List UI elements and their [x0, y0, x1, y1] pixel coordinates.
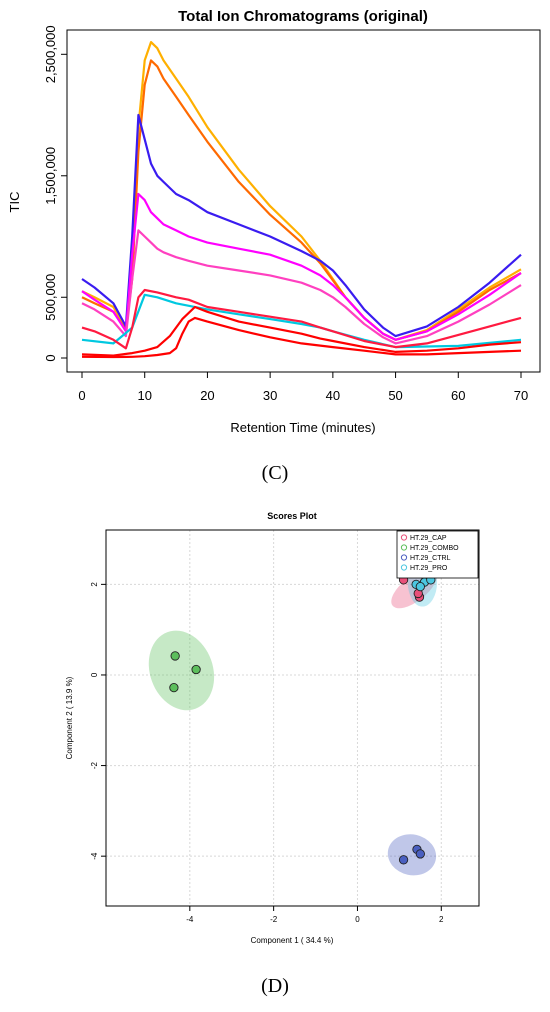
- tic-x-tick-label: 20: [200, 388, 214, 403]
- scores-grid: [106, 530, 479, 906]
- tic-x-tick-label: 40: [326, 388, 340, 403]
- scores-point: [415, 849, 425, 859]
- scores-x-tick-label: 2: [439, 915, 444, 924]
- tic-y-axis-label: TIC: [7, 192, 22, 213]
- tic-x-tick-label: 50: [388, 388, 402, 403]
- scores-x-axis-label: Component 1 ( 34.4 %): [251, 936, 334, 945]
- scores-point: [169, 682, 179, 693]
- scores-point: [170, 651, 180, 661]
- scores-legend-box: [396, 530, 479, 579]
- scores-legend-marker: [400, 544, 408, 551]
- tic-x-tick-label: 10: [137, 388, 151, 403]
- scores-legend-label: HT.29_CTRL: [410, 555, 451, 562]
- scores-ellipses: [148, 557, 438, 876]
- tic-x-tick-label: 60: [451, 388, 465, 403]
- scores-y-axis: -4 -2 0 2: [90, 582, 106, 860]
- scores-x-tick-label: -4: [186, 915, 194, 924]
- tic-x-axis-label: Retention Time (minutes): [230, 420, 375, 435]
- tic-series-line: [81, 305, 522, 357]
- scores-point: [415, 581, 425, 592]
- scores-x-tick-label: 0: [355, 915, 360, 924]
- tic-y-tick-label: 0: [43, 354, 58, 361]
- scores-y-axis-label: Component 2 ( 13.9 %): [65, 676, 74, 759]
- tic-y-tick-label: 500,000: [43, 274, 58, 321]
- tic-plot-frame: [66, 29, 541, 373]
- scores-legend: HT.29_CAP HT.29_COMBO HT.29_CTRL HT.29_PRO: [396, 530, 479, 579]
- tic-y-axis: 0 500,000 1,500,000 2,500,000: [43, 25, 67, 362]
- scores-x-tick-label: -2: [270, 915, 278, 924]
- tic-series-line: [81, 316, 522, 359]
- scores-chart: Scores Plot -4 -2 0 2 -4 -2 0 2 Component 1 ( …: [65, 511, 480, 945]
- scores-y-tick-label: -4: [90, 852, 99, 860]
- tic-series-line: [81, 288, 522, 350]
- tic-series-line: [81, 59, 522, 341]
- scores-y-tick-label: -2: [90, 761, 99, 769]
- scores-legend-marker: [400, 564, 408, 571]
- tic-x-axis: 0 10 20 30 40 50 60 70: [78, 372, 528, 403]
- scores-legend-label: HT.29_PRO: [410, 565, 448, 572]
- scores-ellipse: [387, 834, 437, 876]
- tic-chart: Total Ion Chromatograms (original) 0 10 20…: [7, 8, 541, 435]
- scores-point: [191, 664, 201, 675]
- scores-y-tick-label: 0: [90, 672, 99, 677]
- scores-x-axis: -4 -2 0 2: [186, 906, 444, 924]
- scores-ellipse: [148, 630, 215, 711]
- scores-points: [169, 575, 436, 865]
- tic-y-tick-label: 1,500,000: [43, 147, 58, 205]
- scores-point: [398, 855, 409, 865]
- tic-y-tick-label: 2,500,000: [43, 25, 58, 83]
- tic-x-tick-label: 30: [263, 388, 277, 403]
- tic-series-line: [81, 229, 522, 345]
- scores-y-tick-label: 2: [90, 582, 99, 587]
- scores-legend-marker: [400, 534, 408, 541]
- scores-legend-label: HT.29_COMBO: [410, 545, 459, 552]
- tic-series-line: [81, 113, 522, 338]
- scores-legend-marker: [400, 554, 408, 561]
- scores-legend-label: HT.29_CAP: [410, 535, 447, 542]
- tic-x-tick-label: 70: [514, 388, 528, 403]
- panel-label-c: (C): [261, 462, 289, 484]
- scores-plot-frame: [105, 529, 480, 907]
- scores-chart-title: Scores Plot: [267, 511, 317, 521]
- tic-chart-title: Total Ion Chromatograms (original): [178, 8, 428, 25]
- tic-series-line: [81, 192, 522, 341]
- panel-label-d: (D): [261, 975, 289, 997]
- tic-x-tick-label: 0: [78, 388, 85, 403]
- tic-series-group: [81, 40, 522, 359]
